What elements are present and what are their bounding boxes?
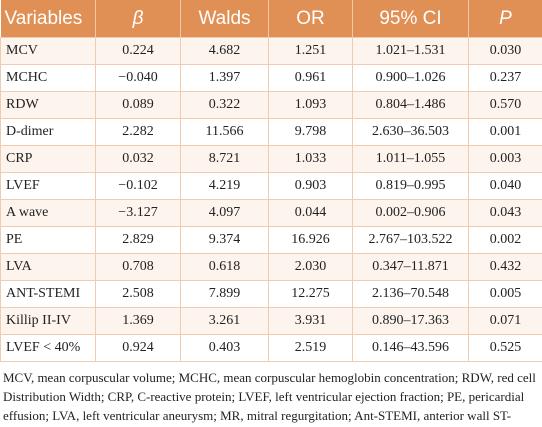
table-cell: 2.282 [95, 118, 181, 146]
table-cell: 2.829 [95, 226, 181, 254]
table-row: PE 2.829 9.374 16.926 2.767–103.522 0.002 [0, 226, 542, 254]
table-cell: 2.767–103.522 [352, 226, 469, 254]
table-cell: 0.924 [95, 334, 181, 362]
table-cell: 2.630–36.503 [352, 118, 469, 146]
table-cell: 0.819–0.995 [352, 172, 469, 200]
table-cell: 0.900–1.026 [352, 64, 469, 92]
table-row: A wave −3.127 4.097 0.044 0.002–0.906 0.043 [0, 199, 542, 227]
table-cell: 0.043 [468, 199, 542, 227]
table-cell: 4.219 [180, 172, 269, 200]
table-cell: 1.251 [268, 37, 353, 65]
table-cell: 0.146–43.596 [352, 334, 469, 362]
table-row: Killip II-IV 1.369 3.261 3.931 0.890–17.363 0… [0, 307, 542, 335]
table-cell: 2.519 [268, 334, 353, 362]
footnote: MCV, mean corpuscular volume; MCHC, mean… [3, 370, 536, 423]
table-cell: 0.040 [468, 172, 542, 200]
table-cell: 2.136–70.548 [352, 280, 469, 308]
table-cell: 2.508 [95, 280, 181, 308]
table-cell: ANT-STEMI [0, 280, 96, 308]
table-cell: 1.021–1.531 [352, 37, 469, 65]
table-cell: MCHC [0, 64, 96, 92]
table-cell: 0.347–11.871 [352, 253, 469, 281]
table-cell: 1.093 [268, 91, 353, 119]
table-row: LVEF < 40% 0.924 0.403 2.519 0.146–43.596 0.5… [0, 334, 542, 362]
table-row: CRP 0.032 8.721 1.033 1.011–1.055 0.003 [0, 145, 542, 173]
table-row: ANT-STEMI 2.508 7.899 12.275 2.136–70.548 0.0… [0, 280, 542, 308]
table-cell: 0.030 [468, 37, 542, 65]
table-cell: 0.224 [95, 37, 181, 65]
header-cell: Walds [180, 0, 269, 38]
table-row: MCV 0.224 4.682 1.251 1.021–1.531 0.030 [0, 37, 542, 65]
header-cell: P [468, 0, 542, 38]
table-cell: 0.903 [268, 172, 353, 200]
table-cell: 0.618 [180, 253, 269, 281]
table-cell: LVEF < 40% [0, 334, 96, 362]
table-cell: 0.237 [468, 64, 542, 92]
table-cell: 11.566 [180, 118, 269, 146]
table-cell: D-dimer [0, 118, 96, 146]
header-cell: β [95, 0, 181, 38]
table-cell: 7.899 [180, 280, 269, 308]
table-cell: 0.005 [468, 280, 542, 308]
header-cell: Variables [0, 0, 96, 38]
table-row: LVEF −0.102 4.219 0.903 0.819–0.995 0.040 [0, 172, 542, 200]
table-cell: −0.102 [95, 172, 181, 200]
table-cell: 0.002–0.906 [352, 199, 469, 227]
table-cell: 1.369 [95, 307, 181, 335]
table-cell: CRP [0, 145, 96, 173]
table-cell: 0.890–17.363 [352, 307, 469, 335]
table-cell: 4.097 [180, 199, 269, 227]
table-cell: 0.089 [95, 91, 181, 119]
table-row: LVA 0.708 0.618 2.030 0.347–11.871 0.432 [0, 253, 542, 281]
table-cell: 9.374 [180, 226, 269, 254]
table-cell: −3.127 [95, 199, 181, 227]
table-cell: 0.071 [468, 307, 542, 335]
table-body: MCV 0.224 4.682 1.251 1.021–1.531 0.030 MCHC −0… [0, 37, 542, 362]
table-cell: 0.525 [468, 334, 542, 362]
table-cell: 0.432 [468, 253, 542, 281]
table-cell: −0.040 [95, 64, 181, 92]
table-cell: PE [0, 226, 96, 254]
table-cell: A wave [0, 199, 96, 227]
table-cell: 1.033 [268, 145, 353, 173]
table-cell: Killip II-IV [0, 307, 96, 335]
table-row: RDW 0.089 0.322 1.093 0.804–1.486 0.570 [0, 91, 542, 119]
table-cell: 3.261 [180, 307, 269, 335]
table-cell: 0.708 [95, 253, 181, 281]
table-row: MCHC −0.040 1.397 0.961 0.900–1.026 0.237 [0, 64, 542, 92]
table-cell: 3.931 [268, 307, 353, 335]
table-cell: 0.322 [180, 91, 269, 119]
table-cell: LVA [0, 253, 96, 281]
table-cell: 9.798 [268, 118, 353, 146]
table-cell: RDW [0, 91, 96, 119]
table-cell: MCV [0, 37, 96, 65]
table-cell: 0.961 [268, 64, 353, 92]
table-cell: LVEF [0, 172, 96, 200]
table-cell: 0.403 [180, 334, 269, 362]
table-cell: 0.570 [468, 91, 542, 119]
table-cell: 0.044 [268, 199, 353, 227]
header-row: Variables β Walds OR 95% CI P [0, 0, 542, 38]
header-cell: 95% CI [352, 0, 469, 38]
table: Variables β Walds OR 95% CI P MCV 0.224 4.682 1.… [0, 0, 542, 362]
table-cell: 12.275 [268, 280, 353, 308]
table-cell: 0.002 [468, 226, 542, 254]
table-cell: 8.721 [180, 145, 269, 173]
table-cell: 0.003 [468, 145, 542, 173]
table-cell: 16.926 [268, 226, 353, 254]
header-cell: OR [268, 0, 353, 38]
table-cell: 0.001 [468, 118, 542, 146]
table-cell: 1.011–1.055 [352, 145, 469, 173]
table-cell: 2.030 [268, 253, 353, 281]
table-cell: 1.397 [180, 64, 269, 92]
table-cell: 4.682 [180, 37, 269, 65]
table-cell: 0.032 [95, 145, 181, 173]
table-row: D-dimer 2.282 11.566 9.798 2.630–36.503 0.001 [0, 118, 542, 146]
table-cell: 0.804–1.486 [352, 91, 469, 119]
